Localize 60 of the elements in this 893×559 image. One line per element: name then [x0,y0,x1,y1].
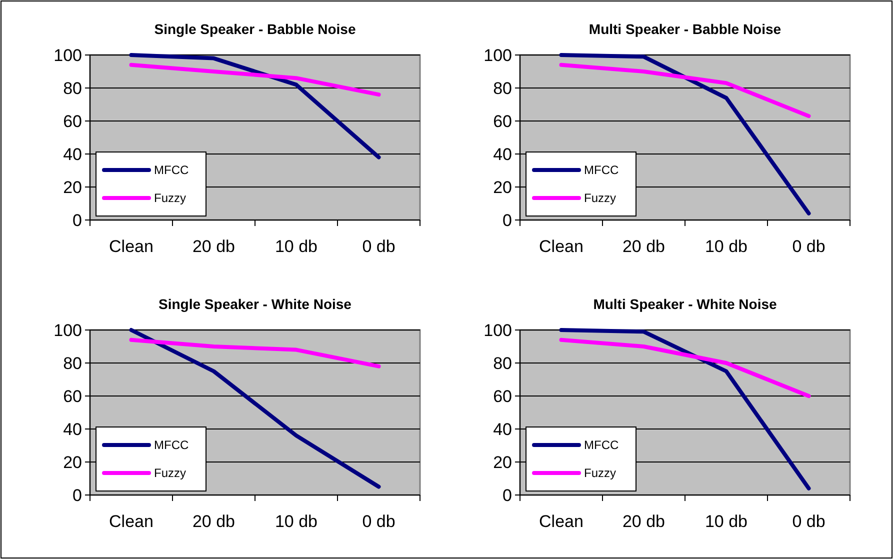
y-tick-label: 60 [63,112,82,131]
x-tick-label: 20 db [622,237,666,256]
y-tick-label: 100 [484,320,512,340]
chart-title: Multi Speaker - White Noise [593,296,778,312]
x-tick-label: 0 db [792,237,826,256]
y-tick-label: 0 [502,210,512,230]
x-tick-label: 0 db [362,512,396,531]
legend-label: MFCC [154,438,189,452]
line-series [559,328,811,490]
legend-label: MFCC [154,163,189,178]
y-tick-label: 40 [63,144,82,164]
legend-label: Fuzzy [154,191,186,206]
y-tick-label: 20 [63,452,82,472]
y-tick-label: 40 [63,420,82,439]
y-tick-label: 60 [493,386,512,406]
x-tick-label: 20 db [622,512,666,531]
y-tick-label: 20 [493,452,512,472]
x-tick-label: 20 db [192,512,236,531]
x-tick-label: 10 db [274,512,318,531]
legend-label: Fuzzy [154,466,186,480]
y-tick-label: 40 [493,144,512,164]
y-tick-label: 100 [54,320,82,340]
y-tick-label: 60 [493,112,512,131]
y-tick-label: 40 [493,420,512,439]
line-series [559,62,811,118]
legend-label: MFCC [584,163,619,178]
y-tick-label: 80 [493,78,512,98]
y-tick-label: 60 [63,386,82,406]
x-tick-label: Clean [539,237,584,256]
x-tick-label: 20 db [192,237,236,256]
x-tick-label: 10 db [274,237,318,256]
y-tick-label: 80 [493,354,512,373]
line-series [129,62,381,97]
x-tick-label: 0 db [792,512,826,531]
y-tick-label: 20 [493,178,512,197]
x-tick-label: Clean [539,512,584,531]
y-tick-label: 0 [72,210,82,230]
x-tick-label: Clean [109,237,154,256]
y-tick-label: 100 [54,46,82,65]
y-tick-label: 20 [63,178,82,197]
x-tick-label: 10 db [704,512,748,531]
y-tick-label: 0 [502,486,512,505]
x-tick-label: 10 db [704,237,748,256]
chart-title: Single Speaker - Babble Noise [154,21,356,37]
legend-label: MFCC [584,438,619,452]
chart-title: Single Speaker - White Noise [158,296,352,312]
line-series [129,338,381,368]
line-series [129,328,381,489]
y-tick-label: 80 [63,354,82,373]
y-tick-label: 80 [63,78,82,98]
line-series [559,338,811,398]
legend-label: Fuzzy [584,466,616,480]
line-series [129,53,381,160]
y-tick-label: 100 [484,46,512,65]
x-tick-label: 0 db [362,237,396,256]
x-tick-label: Clean [109,512,154,531]
chart-title: Multi Speaker - Babble Noise [588,21,782,37]
y-tick-label: 0 [72,486,82,505]
line-series [559,53,811,216]
legend-label: Fuzzy [584,191,616,206]
